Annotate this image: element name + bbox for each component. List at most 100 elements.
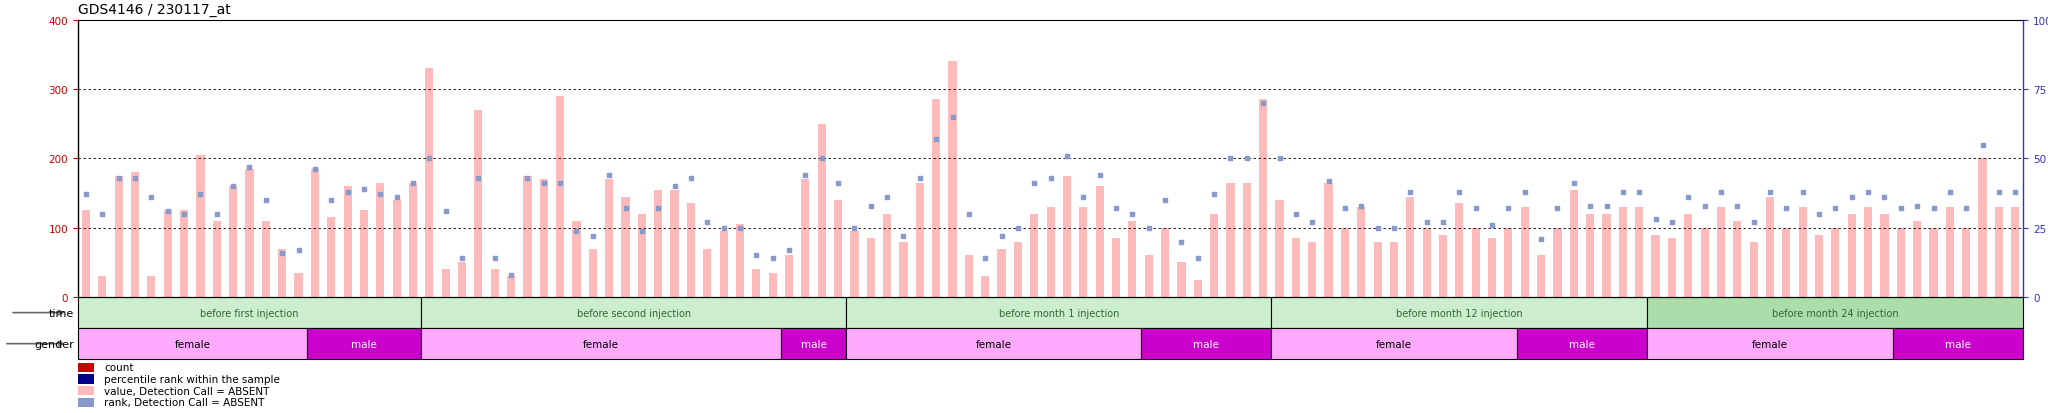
Bar xyxy=(1552,228,1561,297)
Bar xyxy=(834,200,842,297)
Point xyxy=(1573,203,1606,209)
Point xyxy=(1329,206,1362,212)
Bar xyxy=(768,273,776,297)
Bar xyxy=(1651,235,1659,297)
Point xyxy=(1638,216,1671,223)
Bar xyxy=(426,69,434,297)
Text: value, Detection Call = ABSENT: value, Detection Call = ABSENT xyxy=(104,386,270,396)
Point xyxy=(430,208,463,215)
Bar xyxy=(311,169,319,297)
Bar xyxy=(965,256,973,297)
Bar xyxy=(1489,239,1497,297)
Point xyxy=(250,197,283,204)
Point xyxy=(1737,219,1769,226)
Point xyxy=(119,175,152,182)
Bar xyxy=(1210,214,1219,297)
Bar xyxy=(1161,228,1169,297)
Point xyxy=(1198,192,1231,198)
Bar xyxy=(279,249,287,297)
Bar xyxy=(524,176,532,297)
Bar xyxy=(82,211,90,297)
Point xyxy=(365,192,397,198)
Bar xyxy=(213,221,221,297)
Point xyxy=(1901,203,1933,209)
Point xyxy=(1231,156,1264,162)
Point xyxy=(397,180,430,187)
Text: female: female xyxy=(174,339,211,349)
Point xyxy=(559,228,592,234)
Point xyxy=(1851,189,1884,195)
Bar xyxy=(1141,328,1272,359)
Bar xyxy=(307,328,422,359)
Text: before month 12 injection: before month 12 injection xyxy=(1397,308,1522,318)
Point xyxy=(1477,222,1509,229)
Point xyxy=(707,225,739,231)
Point xyxy=(641,206,674,212)
Point xyxy=(283,247,315,254)
Bar xyxy=(1063,176,1071,297)
Point xyxy=(332,189,365,195)
Point xyxy=(1313,178,1346,185)
Bar xyxy=(997,249,1006,297)
Bar xyxy=(1782,228,1790,297)
Point xyxy=(102,175,135,182)
Text: GDS4146 / 230117_at: GDS4146 / 230117_at xyxy=(78,2,231,17)
Point xyxy=(299,167,332,173)
Point xyxy=(1835,195,1868,201)
Point xyxy=(1556,180,1589,187)
Point xyxy=(1950,206,1982,212)
Point xyxy=(1427,219,1460,226)
Text: before month 1 injection: before month 1 injection xyxy=(999,308,1118,318)
Bar xyxy=(752,270,760,297)
Text: count: count xyxy=(104,363,133,373)
Point xyxy=(1296,219,1329,226)
Bar xyxy=(686,204,694,297)
Bar xyxy=(1440,235,1448,297)
Point xyxy=(1214,156,1247,162)
Text: female: female xyxy=(1751,339,1788,349)
Point xyxy=(233,164,266,171)
Bar xyxy=(866,239,874,297)
Bar xyxy=(1194,280,1202,297)
Bar xyxy=(1536,256,1544,297)
Bar xyxy=(131,173,139,297)
Bar xyxy=(1765,197,1774,297)
Point xyxy=(625,228,657,234)
Bar xyxy=(948,62,956,297)
Bar xyxy=(899,242,907,297)
Bar xyxy=(1798,207,1806,297)
Text: male: male xyxy=(1194,339,1219,349)
Bar xyxy=(850,232,858,297)
Bar xyxy=(1374,242,1382,297)
Bar xyxy=(1896,228,1905,297)
Bar xyxy=(1880,214,1888,297)
Bar xyxy=(571,221,580,297)
Point xyxy=(788,172,821,179)
Bar xyxy=(1047,207,1055,297)
Bar xyxy=(1309,242,1317,297)
Point xyxy=(266,250,299,256)
Text: male: male xyxy=(801,339,827,349)
Bar xyxy=(78,297,422,328)
Point xyxy=(446,255,479,262)
Point xyxy=(1917,206,1950,212)
Bar xyxy=(1585,214,1593,297)
Bar xyxy=(1929,228,1937,297)
Bar xyxy=(735,225,743,297)
Point xyxy=(1116,211,1149,218)
Point xyxy=(1149,197,1182,204)
Point xyxy=(1819,206,1851,212)
Bar xyxy=(1145,256,1153,297)
Point xyxy=(1688,203,1720,209)
Point xyxy=(512,175,545,182)
Bar xyxy=(1030,214,1038,297)
Point xyxy=(381,195,414,201)
Bar xyxy=(1112,239,1120,297)
Point xyxy=(756,255,788,262)
Point xyxy=(1704,189,1737,195)
Bar xyxy=(846,328,1141,359)
Bar xyxy=(1892,328,2023,359)
Point xyxy=(545,180,578,187)
Point xyxy=(1982,189,2015,195)
Point xyxy=(201,211,233,218)
